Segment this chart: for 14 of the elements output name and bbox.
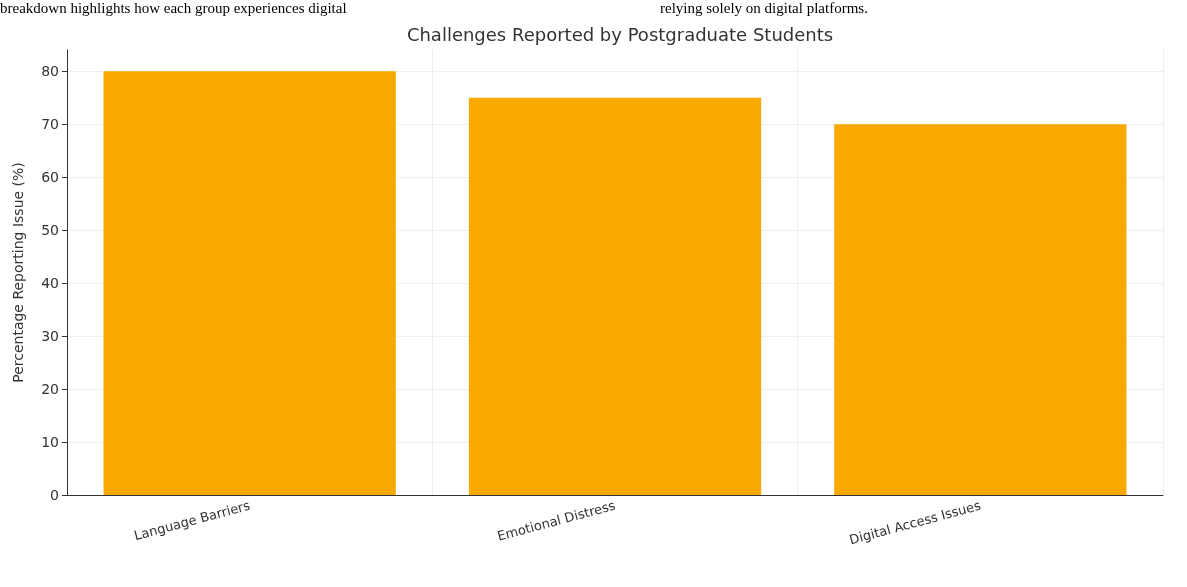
- y-tick-label: 60: [41, 169, 59, 186]
- y-tick-label: 0: [50, 487, 59, 503]
- chart-title: Challenges Reported by Postgraduate Students: [406, 23, 834, 45]
- y-axis-title: Percentage Reporting Issue (%): [10, 162, 26, 383]
- y-tick-label: 30: [41, 328, 59, 345]
- y-tick-label: 50: [41, 222, 59, 239]
- y-tick-label: 80: [41, 63, 59, 80]
- y-tick-label: 10: [41, 434, 59, 451]
- text: relying solely on digital platforms.: [660, 0, 868, 16]
- text: breakdown highlights how each group experiences digital: [0, 0, 347, 16]
- x-tick-label: Digital Access Issues: [847, 497, 983, 548]
- y-tick-label: 20: [41, 381, 59, 398]
- y-tick-label: 70: [41, 116, 59, 133]
- y-tick-label: 40: [41, 275, 59, 292]
